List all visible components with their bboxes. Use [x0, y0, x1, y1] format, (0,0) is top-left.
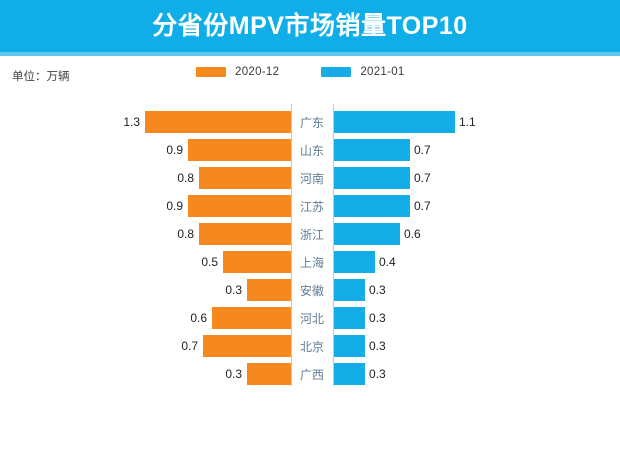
bar-2020-12[interactable] [188, 139, 291, 161]
category-label: 浙江 [299, 227, 324, 242]
legend-item-2021-01[interactable]: 2021-01 [321, 66, 404, 78]
bar-2021-01[interactable] [334, 195, 410, 217]
bar-value-2020-12: 0.3 [225, 283, 242, 297]
bar-value-2020-12: 0.9 [166, 143, 183, 157]
row-left-group: 0.9 [166, 195, 291, 217]
axis-divider-left [291, 104, 292, 386]
chart-row: 0.3 广西 0.3 [0, 360, 620, 388]
bar-2021-01[interactable] [334, 139, 410, 161]
row-left-group: 1.3 [123, 111, 291, 133]
axis-divider-right [333, 104, 334, 386]
legend-swatch-blue-icon [321, 67, 352, 77]
row-left-group: 0.8 [177, 167, 291, 189]
bar-value-2020-12: 0.8 [177, 171, 194, 185]
chart-row: 0.8 河南 0.7 [0, 164, 620, 192]
bar-value-2021-01: 0.7 [414, 143, 431, 157]
bar-2021-01[interactable] [334, 111, 455, 133]
chart-rows: 1.3 广东 1.1 0.9 山东 0.7 0.8 河南 0.7 0.9 江苏 0.7 0.8 浙江 0.6… [0, 108, 620, 388]
category-label: 河北 [299, 311, 324, 326]
bar-2021-01[interactable] [334, 167, 410, 189]
legend-swatch-orange-icon [196, 67, 226, 77]
bar-2020-12[interactable] [212, 307, 291, 329]
category-label: 江苏 [299, 199, 324, 214]
chart-row: 0.6 河北 0.3 [0, 304, 620, 332]
bar-value-2020-12: 0.8 [177, 227, 194, 241]
bar-value-2021-01: 0.3 [369, 367, 386, 381]
row-left-group: 0.3 [225, 363, 291, 385]
page-title: 分省份MPV市场销量TOP10 [152, 11, 468, 40]
chart-row: 1.3 广东 1.1 [0, 108, 620, 136]
category-label: 安徽 [299, 283, 324, 298]
bar-2020-12[interactable] [199, 167, 291, 189]
row-right-group: 0.3 [334, 279, 386, 301]
row-right-group: 0.6 [334, 223, 421, 245]
chart-plot-area: 1.3 广东 1.1 0.9 山东 0.7 0.8 河南 0.7 0.9 江苏 0.7 0.8 浙江 0.6… [0, 104, 620, 394]
bar-2020-12[interactable] [145, 111, 291, 133]
row-right-group: 0.7 [334, 167, 431, 189]
bar-value-2021-01: 0.3 [369, 311, 386, 325]
bar-value-2021-01: 0.7 [414, 199, 431, 213]
row-right-group: 1.1 [334, 111, 476, 133]
chart-row: 0.8 浙江 0.6 [0, 220, 620, 248]
bar-2021-01[interactable] [334, 363, 365, 385]
bar-2020-12[interactable] [247, 363, 291, 385]
legend-label-2021-01: 2021-01 [360, 66, 405, 78]
bar-value-2020-12: 0.5 [201, 255, 218, 269]
bar-value-2020-12: 0.3 [225, 367, 242, 381]
row-left-group: 0.7 [181, 335, 291, 357]
chart-legend: 2020-12 2021-01 [196, 66, 405, 78]
chart-header-band: 分省份MPV市场销量TOP10 [0, 0, 620, 52]
bar-2021-01[interactable] [334, 335, 365, 357]
bar-2021-01[interactable] [334, 251, 375, 273]
chart-row: 0.7 北京 0.3 [0, 332, 620, 360]
row-right-group: 0.7 [334, 195, 431, 217]
row-left-group: 0.6 [190, 307, 291, 329]
bar-value-2020-12: 0.6 [190, 311, 207, 325]
bar-2020-12[interactable] [203, 335, 291, 357]
category-label: 河南 [299, 171, 324, 186]
bar-value-2020-12: 1.3 [123, 115, 140, 129]
bar-2021-01[interactable] [334, 307, 365, 329]
bar-value-2021-01: 0.3 [369, 283, 386, 297]
legend-item-2020-12[interactable]: 2020-12 [196, 66, 279, 78]
unit-label: 单位：万辆 [12, 71, 70, 83]
bar-2020-12[interactable] [199, 223, 291, 245]
category-label: 广东 [299, 115, 324, 130]
category-label: 上海 [299, 255, 324, 270]
bar-value-2021-01: 0.3 [369, 339, 386, 353]
row-right-group: 0.3 [334, 363, 386, 385]
bar-value-2021-01: 0.4 [379, 255, 396, 269]
row-left-group: 0.8 [177, 223, 291, 245]
row-left-group: 0.5 [201, 251, 291, 273]
chart-row: 0.5 上海 0.4 [0, 248, 620, 276]
category-label: 广西 [299, 367, 324, 382]
row-right-group: 0.7 [334, 139, 431, 161]
bar-2021-01[interactable] [334, 279, 365, 301]
bar-2020-12[interactable] [188, 195, 291, 217]
bar-value-2020-12: 0.7 [181, 339, 198, 353]
bar-value-2021-01: 0.7 [414, 171, 431, 185]
chart-row: 0.9 江苏 0.7 [0, 192, 620, 220]
row-right-group: 0.3 [334, 335, 386, 357]
bar-value-2021-01: 0.6 [404, 227, 421, 241]
bar-2020-12[interactable] [247, 279, 291, 301]
category-label: 山东 [299, 143, 324, 158]
bar-2021-01[interactable] [334, 223, 400, 245]
header-underline [0, 52, 620, 56]
chart-row: 0.3 安徽 0.3 [0, 276, 620, 304]
chart-row: 0.9 山东 0.7 [0, 136, 620, 164]
row-left-group: 0.3 [225, 279, 291, 301]
bar-2020-12[interactable] [223, 251, 291, 273]
legend-label-2020-12: 2020-12 [235, 66, 280, 78]
category-label: 北京 [299, 339, 324, 354]
bar-value-2020-12: 0.9 [166, 199, 183, 213]
row-right-group: 0.3 [334, 307, 386, 329]
row-right-group: 0.4 [334, 251, 396, 273]
bar-value-2021-01: 1.1 [459, 115, 476, 129]
row-left-group: 0.9 [166, 139, 291, 161]
